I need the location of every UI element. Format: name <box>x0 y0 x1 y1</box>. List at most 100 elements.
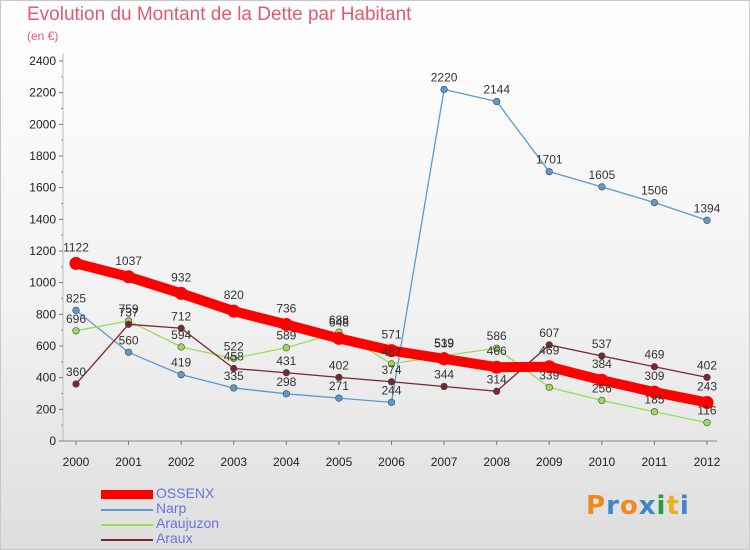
logo-letter: r <box>606 491 620 521</box>
y-tick-label: 400 <box>36 371 56 385</box>
data-point-araujuzon <box>598 396 606 405</box>
legend-swatch <box>101 509 153 511</box>
data-point-araux <box>177 324 185 332</box>
data-label-ossenx: 466 <box>487 344 507 358</box>
data-label-araux: 402 <box>697 358 717 372</box>
data-point-narp <box>440 85 448 94</box>
data-point-narp <box>72 306 80 314</box>
data-label-araux: 607 <box>539 326 559 340</box>
data-point-araux <box>282 369 290 377</box>
data-point-araux <box>703 373 711 381</box>
data-point-narp <box>282 390 290 398</box>
data-label-araux: 360 <box>66 365 86 379</box>
data-point-narp <box>545 168 553 176</box>
data-label-araux: 537 <box>592 337 612 351</box>
data-label-narp: 1701 <box>536 153 563 167</box>
y-tick-label: 600 <box>36 339 56 353</box>
chart-title: Evolution du Montant de la Dette par Hab… <box>27 4 412 25</box>
data-label-araujuzon: 688 <box>329 313 349 327</box>
data-point-araux <box>493 387 501 395</box>
y-tick-label: 1600 <box>29 181 56 195</box>
data-label-araujuzon: 586 <box>487 329 507 343</box>
data-label-narp: 1394 <box>694 201 721 215</box>
data-point-narp <box>703 216 711 224</box>
data-point-araux <box>545 341 553 349</box>
chart-subtitle: (en €) <box>27 29 59 43</box>
data-point-araujuzon <box>72 327 80 335</box>
data-point-narp <box>124 348 133 356</box>
y-tick-label: 800 <box>36 307 56 321</box>
data-label-araujuzon: 594 <box>171 328 191 342</box>
x-tick-label: 2011 <box>642 455 668 469</box>
data-point-araux <box>124 320 133 328</box>
data-point-narp <box>177 371 185 379</box>
data-label-narp: 271 <box>329 379 349 393</box>
y-tick-label: 2000 <box>29 117 56 131</box>
x-tick-label: 2009 <box>536 455 563 469</box>
data-point-araujuzon <box>703 419 711 427</box>
data-label-araux: 374 <box>381 363 401 377</box>
data-point-narp <box>387 398 396 406</box>
data-point-araujuzon <box>177 343 185 351</box>
data-point-araux <box>650 363 659 371</box>
legend-swatch <box>101 539 153 541</box>
data-label-araux: 712 <box>171 309 191 323</box>
x-tick-label: 2001 <box>115 455 142 469</box>
data-label-araux: 344 <box>434 368 454 382</box>
data-point-araujuzon <box>493 344 501 352</box>
y-tick-label: 0 <box>49 434 56 448</box>
data-label-ossenx: 1037 <box>115 254 142 268</box>
data-label-narp: 419 <box>171 356 191 370</box>
data-label-narp: 1506 <box>641 184 668 198</box>
data-label-ossenx: 384 <box>592 357 612 371</box>
data-point-araujuzon <box>387 360 396 368</box>
data-label-narp: 825 <box>66 291 86 305</box>
data-point-araux <box>335 373 343 381</box>
data-point-araux <box>72 380 80 388</box>
data-point-araux <box>440 382 448 391</box>
data-label-araux: 402 <box>329 358 349 372</box>
logo-letter: i <box>656 491 667 521</box>
data-point-narp <box>335 394 343 402</box>
data-label-ossenx: 648 <box>329 315 349 329</box>
data-label-ossenx: 243 <box>697 380 717 394</box>
legend-swatch <box>101 490 153 499</box>
y-tick-label: 1000 <box>29 276 56 290</box>
data-label-araux: 737 <box>119 305 139 319</box>
logo-letter: t <box>666 491 680 521</box>
x-tick-label: 2004 <box>273 455 300 469</box>
y-tick-label: 1200 <box>29 244 56 258</box>
legend-label: OSSENX <box>156 485 215 501</box>
x-tick-label: 2002 <box>168 455 195 469</box>
data-point-araux <box>598 352 606 360</box>
y-tick-label: 1800 <box>29 149 56 163</box>
data-point-narp <box>598 183 606 191</box>
data-label-araux: 431 <box>276 354 296 368</box>
data-label-narp: 298 <box>276 375 296 389</box>
data-label-araujuzon: 487 <box>381 345 401 359</box>
legend-label: Narp <box>156 500 187 516</box>
data-label-narp: 244 <box>381 383 401 397</box>
legend-label: Araux <box>156 530 193 546</box>
series-line-ossenx <box>71 258 712 408</box>
data-label-araujuzon: 116 <box>697 404 716 418</box>
data-point-narp <box>493 97 501 106</box>
y-tick-label: 2400 <box>29 54 56 68</box>
data-label-araux: 469 <box>644 348 664 362</box>
data-label-ossenx: 519 <box>434 336 454 350</box>
data-label-araujuzon: 185 <box>644 393 664 407</box>
data-label-araujuzon: 522 <box>224 339 244 353</box>
x-tick-label: 2008 <box>483 455 510 469</box>
data-label-araujuzon: 539 <box>434 337 454 351</box>
logo-letter: x <box>638 491 657 521</box>
data-label-araujuzon: 759 <box>119 302 139 316</box>
data-point-araux <box>387 378 396 386</box>
x-tick-label: 2005 <box>326 455 353 469</box>
y-tick-label: 1400 <box>29 212 56 226</box>
x-tick-label: 2006 <box>378 455 405 469</box>
data-point-araujuzon <box>230 354 238 362</box>
x-tick-label: 2003 <box>220 455 247 469</box>
data-label-araux: 314 <box>487 372 507 386</box>
